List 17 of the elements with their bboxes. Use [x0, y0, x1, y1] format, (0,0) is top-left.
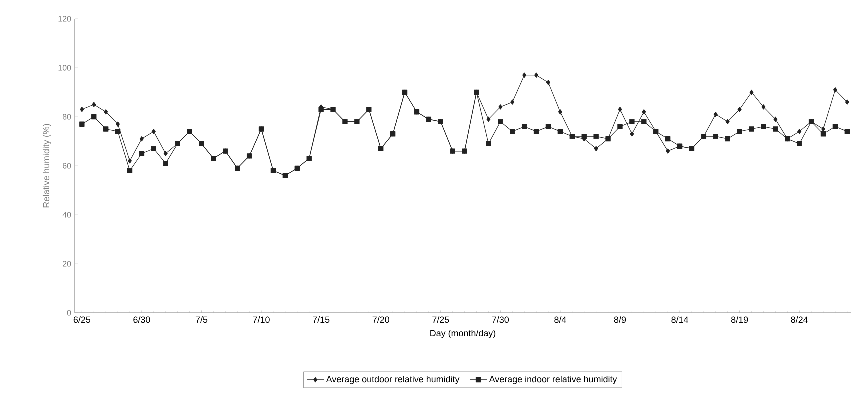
x-tick-label: 8/19 [731, 316, 748, 324]
x-tick-label: 7/10 [253, 316, 270, 324]
legend-label: Average indoor relative humidity [489, 376, 618, 384]
x-tick-label: 7/15 [313, 316, 330, 324]
y-axis-title: Relative humidity (%) [42, 124, 52, 208]
x-axis-title: Day (month/day) [430, 330, 496, 338]
x-tick-label: 8/24 [791, 316, 808, 324]
x-tick-label: 6/25 [74, 316, 91, 324]
x-tick-label: 6/30 [134, 316, 150, 324]
x-tick-label: 7/5 [196, 316, 208, 324]
x-tick-label: 7/25 [432, 316, 450, 324]
x-tick-label: 8/4 [554, 316, 566, 324]
x-tick-label: 8/9 [614, 316, 626, 324]
x-tick-label: 7/20 [372, 316, 390, 324]
x-tick-label: 8/14 [672, 316, 688, 324]
x-tick-label: 7/30 [492, 316, 510, 324]
legend-label: Average outdoor relative humidity [326, 376, 460, 384]
